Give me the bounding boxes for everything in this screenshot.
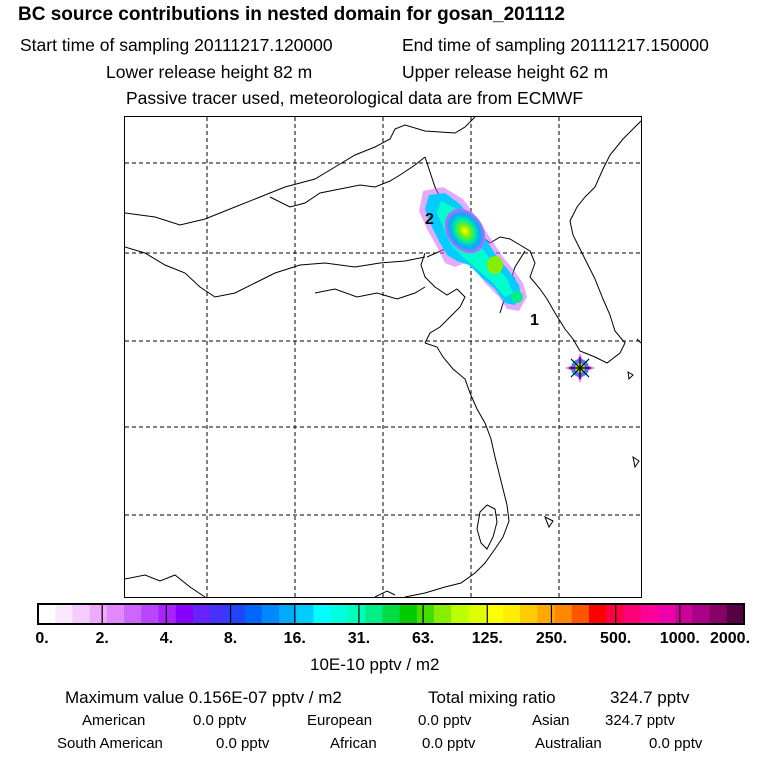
colorbar-tick-label: 63. — [411, 630, 435, 647]
receptor-marker — [565, 353, 595, 383]
colorbar-swatch — [640, 604, 659, 624]
colorbar-tick-label: 250. — [535, 630, 568, 647]
american-value: 0.0 pptv — [193, 712, 247, 729]
australian-value: 0.0 pptv — [649, 735, 703, 752]
colorbar-swatch — [279, 604, 297, 624]
colorbar-swatch — [571, 604, 590, 624]
colorbar-tick-label: 0. — [35, 630, 49, 647]
african-value: 0.0 pptv — [422, 735, 476, 752]
asian-value: 324.7 pptv — [605, 712, 676, 729]
colorbar-swatch — [141, 604, 160, 624]
colorbar-swatch — [244, 604, 263, 624]
start-time-label: Start time of sampling 20111217.120000 — [20, 35, 333, 55]
colorbar-swatch — [399, 604, 418, 624]
colorbar — [37, 603, 745, 625]
colorbar-swatch — [434, 604, 452, 624]
colorbar-swatch — [158, 604, 177, 624]
colorbar-swatch — [623, 604, 642, 624]
south-american-value: 0.0 pptv — [216, 735, 270, 752]
colorbar-swatch — [726, 604, 745, 624]
total-mixing-value: 324.7 pptv — [610, 688, 690, 707]
colorbar-tick-label: 1000. — [659, 630, 700, 647]
max-value-label: Maximum value 0.156E-07 pptv / m2 — [65, 688, 342, 707]
colorbar-swatch — [502, 604, 521, 624]
colorbar-swatch — [38, 604, 56, 624]
colorbar-swatch — [709, 604, 728, 624]
colorbar-swatch — [675, 604, 693, 624]
african-label: African — [330, 735, 377, 752]
colorbar-swatch — [192, 604, 211, 624]
colorbar-tick-label: 8. — [223, 630, 238, 647]
asian-label: Asian — [532, 712, 570, 729]
colorbar-unit: 10E-10 pptv / m2 — [310, 655, 440, 674]
colorbar-swatch — [175, 604, 194, 624]
colorbar-tick-label: 125. — [471, 630, 503, 647]
colorbar-tick-label: 31. — [347, 630, 371, 647]
colorbar-swatch — [416, 604, 435, 624]
colorbar-swatch — [106, 604, 125, 624]
map-panel: 2 1 — [124, 116, 642, 598]
colorbar-swatch — [554, 604, 573, 624]
colorbar-swatch — [227, 604, 246, 624]
coastlines — [124, 116, 642, 598]
colorbar-swatch — [89, 604, 108, 624]
colorbar-tick-label: 2. — [95, 630, 109, 647]
colorbar-tick-label: 4. — [159, 630, 174, 647]
colorbar-tick-label: 16. — [283, 630, 306, 647]
tracer-note: Passive tracer used, meteorological data… — [126, 88, 584, 108]
american-label: American — [82, 712, 146, 729]
grid-lines — [125, 117, 641, 597]
colorbar-swatch — [124, 604, 142, 624]
european-label: European — [307, 712, 373, 729]
colorbar-swatch — [313, 604, 332, 624]
colorbar-swatch — [72, 604, 91, 624]
colorbar-swatch — [347, 604, 366, 624]
total-mixing-label: Total mixing ratio — [428, 688, 556, 707]
colorbar-tick-label: 500. — [600, 630, 632, 647]
australian-label: Australian — [535, 735, 602, 752]
upper-release-label: Upper release height 62 m — [402, 62, 609, 82]
colorbar-swatch — [210, 604, 228, 624]
colorbar-swatch — [330, 604, 349, 624]
plume — [419, 187, 527, 311]
site-label-2: 2 — [425, 211, 434, 228]
colorbar-swatch — [468, 604, 487, 624]
colorbar-swatch — [365, 604, 383, 624]
end-time-label: End time of sampling 20111217.150000 — [402, 35, 709, 55]
colorbar-swatch — [261, 604, 280, 624]
map-canvas: 2 1 — [124, 116, 642, 598]
colorbar-swatch — [537, 604, 556, 624]
plot-title: BC source contributions in nested domain… — [18, 4, 565, 25]
colorbar-swatch — [296, 604, 315, 624]
colorbar-swatch — [451, 604, 469, 624]
colorbar-swatch — [485, 604, 504, 624]
colorbar-swatch — [382, 604, 401, 624]
colorbar-swatch — [55, 604, 73, 624]
colorbar-swatch — [657, 604, 676, 624]
colorbar-swatch — [520, 604, 538, 624]
colorbar-border — [37, 603, 745, 625]
european-value: 0.0 pptv — [418, 712, 472, 729]
site-label-1: 1 — [530, 312, 539, 329]
colorbar-swatch — [589, 604, 607, 624]
colorbar-swatch — [692, 604, 711, 624]
lower-release-label: Lower release height 82 m — [106, 62, 313, 82]
south-american-label: South American — [57, 735, 163, 752]
colorbar-tick-label: 2000. — [709, 630, 751, 647]
